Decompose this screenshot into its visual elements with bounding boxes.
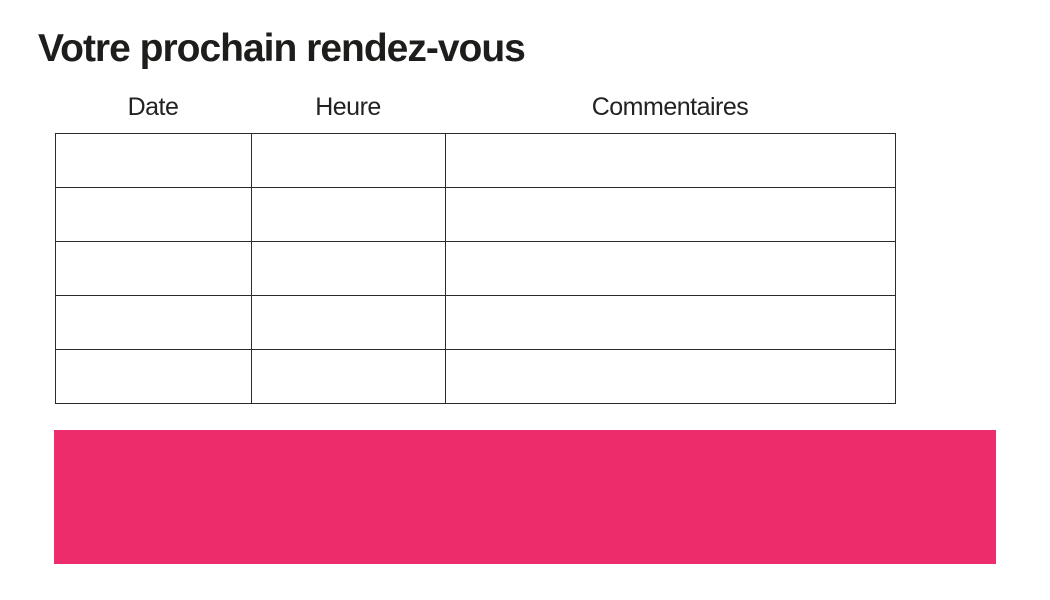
column-header-commentaires: Commentaires: [591, 93, 749, 121]
table-cell: [251, 349, 446, 404]
table-row: [55, 349, 896, 404]
column-header-date: Date: [127, 93, 179, 121]
table-cell: [55, 295, 252, 350]
table-cell: [251, 187, 446, 242]
column-header-heure: Heure: [315, 93, 381, 121]
page-title: Votre prochain rendez-vous: [38, 27, 526, 70]
table-cell: [445, 295, 896, 350]
table-cell: [55, 241, 252, 296]
appointments-table: [55, 133, 896, 404]
table-column-headers: Date Heure Commentaires: [55, 92, 895, 122]
highlight-banner: [54, 430, 996, 564]
table-cell: [445, 349, 896, 404]
table-cell: [445, 241, 896, 296]
table-cell: [55, 133, 252, 188]
table-row: [55, 133, 896, 188]
table-row: [55, 241, 896, 296]
table-cell: [55, 187, 252, 242]
table-row: [55, 187, 896, 242]
table-row: [55, 295, 896, 350]
table-cell: [55, 349, 252, 404]
table-cell: [445, 187, 896, 242]
table-cell: [251, 295, 446, 350]
table-cell: [445, 133, 896, 188]
table-cell: [251, 133, 446, 188]
table-cell: [251, 241, 446, 296]
appointments-table-body: [55, 133, 896, 404]
